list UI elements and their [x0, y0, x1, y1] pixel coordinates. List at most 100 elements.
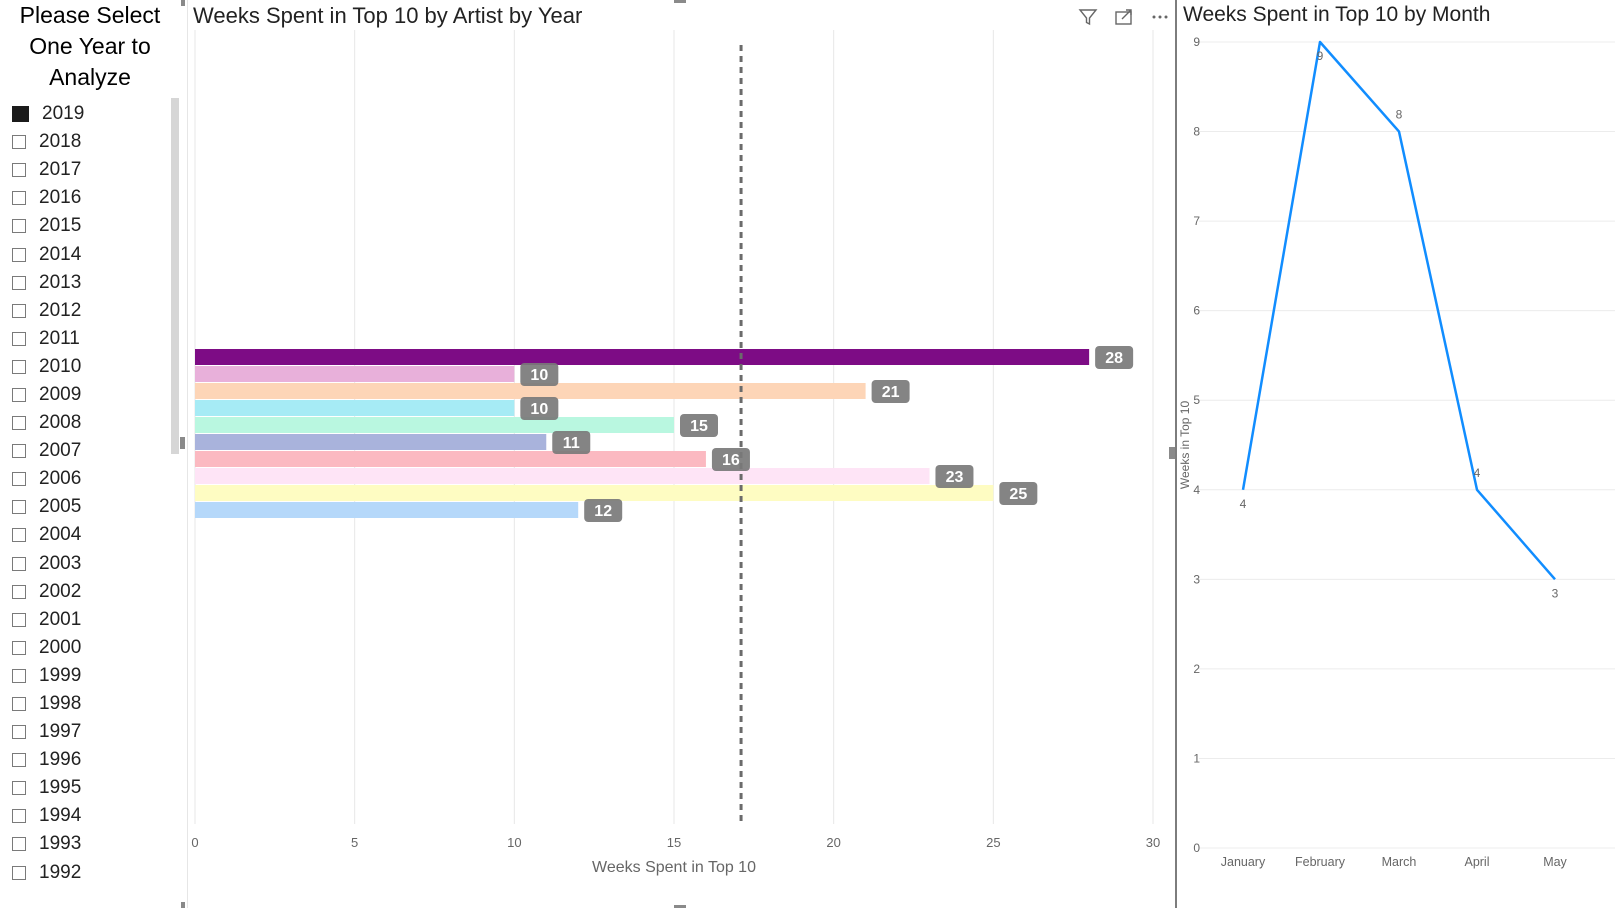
slicer-item-label: 2013: [39, 271, 82, 293]
checkbox[interactable]: [12, 331, 26, 346]
slicer-item-2008[interactable]: 2008: [12, 409, 172, 437]
slicer-item-label: 1998: [39, 693, 82, 715]
focus-mode-icon[interactable]: [1111, 4, 1137, 30]
checkbox[interactable]: [12, 219, 26, 234]
data-label-box: [680, 414, 718, 437]
checkbox[interactable]: [12, 191, 26, 206]
filter-icon[interactable]: [1075, 4, 1101, 30]
slicer-item-1993[interactable]: 1993: [12, 830, 172, 858]
checkbox[interactable]: [12, 416, 26, 431]
checkbox[interactable]: [12, 444, 26, 459]
slicer-item-label: 2011: [39, 327, 80, 349]
checkbox[interactable]: [12, 612, 26, 627]
y-tick-label: 6: [1193, 304, 1200, 318]
slicer-item-2007[interactable]: 2007: [12, 437, 172, 465]
checkbox[interactable]: [12, 275, 26, 290]
slicer-item-label: 2003: [39, 552, 82, 574]
resize-handle[interactable]: [674, 905, 686, 908]
slicer-item-label: 2018: [39, 131, 82, 153]
bar-chart-title: Weeks Spent in Top 10 by Artist by Year: [193, 3, 583, 28]
slicer-item-1995[interactable]: 1995: [12, 774, 172, 802]
slicer-item-1994[interactable]: 1994: [12, 802, 172, 830]
checkbox[interactable]: [12, 697, 26, 712]
checkbox[interactable]: [12, 781, 26, 796]
bar: [195, 485, 994, 501]
checkbox[interactable]: [12, 387, 26, 402]
checkbox[interactable]: [12, 725, 26, 740]
slicer-item-2002[interactable]: 2002: [12, 578, 172, 606]
x-tick-label: 5: [351, 835, 358, 850]
data-label: 21: [882, 384, 900, 401]
slicer-item-2012[interactable]: 2012: [12, 297, 172, 325]
checkbox[interactable]: [12, 303, 26, 318]
slicer-item-label: 2008: [39, 412, 82, 434]
y-tick-label: 2: [1193, 662, 1200, 676]
slicer-item-2000[interactable]: 2000: [12, 634, 172, 662]
checkbox[interactable]: [12, 528, 26, 543]
slicer-item-2001[interactable]: 2001: [12, 606, 172, 634]
slicer-item-label: 2012: [39, 299, 82, 321]
bar: [195, 383, 866, 399]
checkbox[interactable]: [12, 247, 26, 262]
slicer-item-1997[interactable]: 1997: [12, 718, 172, 746]
slicer-item-2014[interactable]: 2014: [12, 240, 172, 268]
slicer-item-2004[interactable]: 2004: [12, 521, 172, 549]
slicer-item-2003[interactable]: 2003: [12, 550, 172, 578]
slicer-scrollbar[interactable]: [171, 98, 179, 454]
bar: [195, 468, 930, 484]
slicer-item-1998[interactable]: 1998: [12, 690, 172, 718]
y-tick-label: 3: [1193, 572, 1200, 586]
x-tick-label: April: [1464, 855, 1489, 869]
slicer-item-1996[interactable]: 1996: [12, 746, 172, 774]
visual-header-icons: [1075, 4, 1173, 30]
checkbox[interactable]: [12, 163, 26, 178]
resize-handle[interactable]: [181, 0, 185, 6]
slicer-item-2017[interactable]: 2017: [12, 156, 172, 184]
slicer-item-1999[interactable]: 1999: [12, 662, 172, 690]
slicer-item-2016[interactable]: 2016: [12, 184, 172, 212]
checkbox[interactable]: [12, 556, 26, 571]
checkbox[interactable]: [12, 865, 26, 880]
resize-handle[interactable]: [181, 902, 185, 908]
x-tick-label: January: [1221, 855, 1266, 869]
slicer-item-label: 2005: [39, 496, 82, 518]
checkbox[interactable]: [12, 135, 26, 150]
x-tick-label: 25: [986, 835, 1000, 850]
slicer-item-2013[interactable]: 2013: [12, 269, 172, 297]
data-label: 8: [1396, 108, 1403, 122]
slicer-item-label: 1999: [39, 664, 82, 686]
slicer-item-2015[interactable]: 2015: [12, 212, 172, 240]
slicer-item-2019[interactable]: 2019: [12, 100, 172, 128]
resize-handle[interactable]: [674, 0, 686, 3]
checkbox[interactable]: [12, 668, 26, 683]
checkbox[interactable]: [12, 359, 26, 374]
slicer-item-label: 2016: [39, 187, 82, 209]
checkbox[interactable]: [12, 753, 26, 768]
y-tick-label: 1: [1193, 751, 1200, 765]
data-label-box: [711, 448, 750, 471]
checkbox[interactable]: [12, 106, 29, 123]
resize-handle[interactable]: [180, 437, 185, 449]
slicer-item-2011[interactable]: 2011: [12, 325, 172, 353]
data-label: 15: [690, 418, 708, 435]
resize-handle[interactable]: [1169, 447, 1175, 459]
slicer-item-2006[interactable]: 2006: [12, 465, 172, 493]
data-label-box: [584, 499, 623, 522]
checkbox[interactable]: [12, 584, 26, 599]
slicer-item-2010[interactable]: 2010: [12, 353, 172, 381]
checkbox[interactable]: [12, 500, 26, 515]
slicer-item-1992[interactable]: 1992: [12, 859, 172, 887]
more-options-icon[interactable]: [1147, 4, 1173, 30]
slicer-item-2005[interactable]: 2005: [12, 493, 172, 521]
checkbox[interactable]: [12, 472, 26, 487]
slicer-item-label: 2019: [42, 103, 85, 125]
slicer-item-2018[interactable]: 2018: [12, 128, 172, 156]
checkbox[interactable]: [12, 809, 26, 824]
checkbox[interactable]: [12, 640, 26, 655]
checkbox[interactable]: [12, 837, 26, 852]
slicer-item-label: 2007: [39, 440, 82, 462]
data-label: 16: [722, 452, 740, 469]
slicer-item-2009[interactable]: 2009: [12, 381, 172, 409]
data-label: 3: [1552, 586, 1559, 600]
data-label-box: [999, 482, 1038, 505]
